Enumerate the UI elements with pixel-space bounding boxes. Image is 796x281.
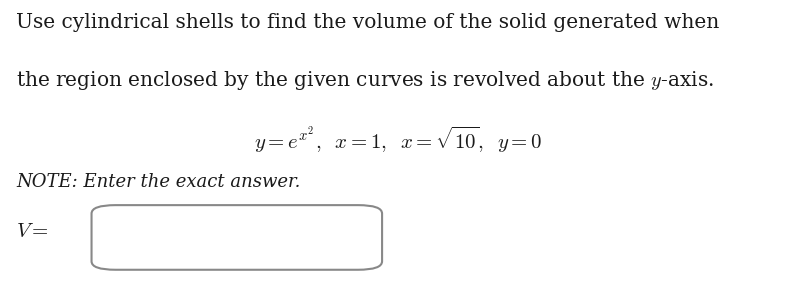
Text: $y = e^{x^2}, \;\; x = 1, \;\; x = \sqrt{10}, \;\; y = 0$: $y = e^{x^2}, \;\; x = 1, \;\; x = \sqrt… bbox=[254, 125, 542, 155]
Text: Use cylindrical shells to find the volume of the solid generated when: Use cylindrical shells to find the volum… bbox=[16, 13, 719, 32]
FancyBboxPatch shape bbox=[92, 205, 382, 270]
Text: NOTE: Enter the exact answer.: NOTE: Enter the exact answer. bbox=[16, 173, 300, 191]
Text: the region enclosed by the given curves is revolved about the $y$-axis.: the region enclosed by the given curves … bbox=[16, 69, 714, 92]
Text: $V = $: $V = $ bbox=[16, 222, 49, 241]
